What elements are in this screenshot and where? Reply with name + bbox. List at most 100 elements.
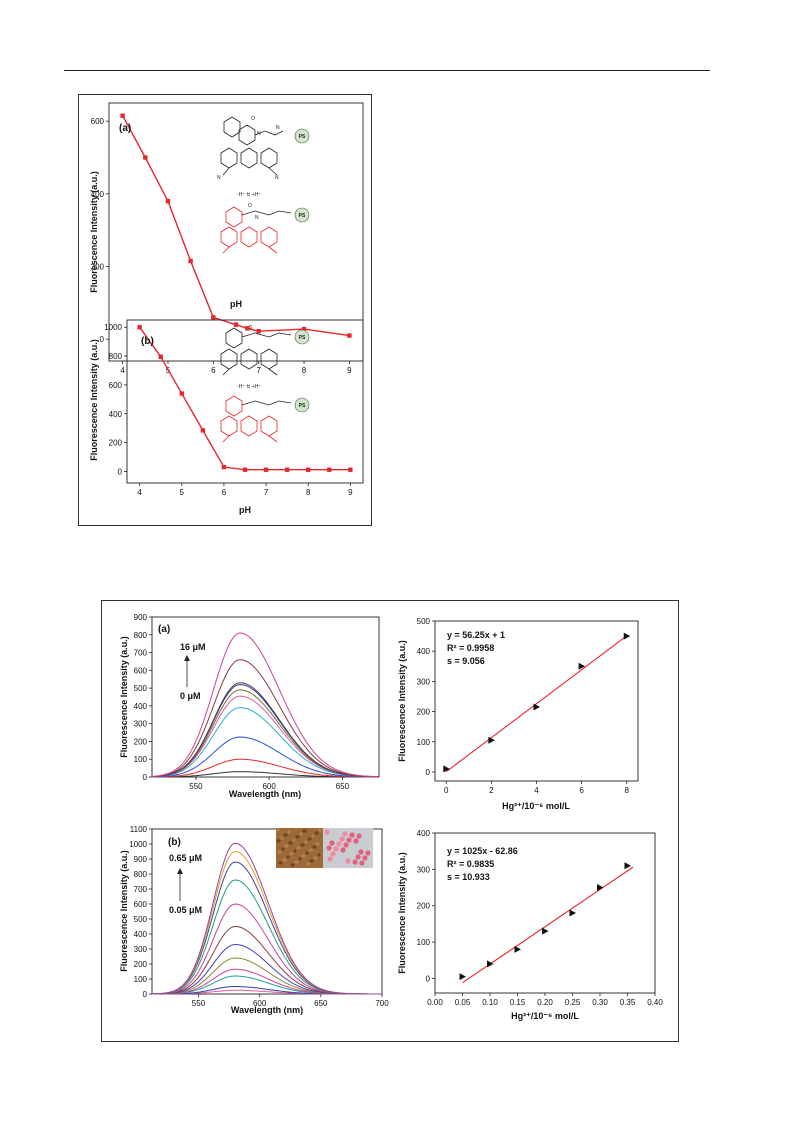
bead-dot (296, 846, 300, 850)
y-axis-title: Fluorescence Intensity (a.u.) (119, 636, 129, 758)
data-line (121, 115, 350, 337)
data-point (623, 632, 631, 640)
bead-dot (306, 862, 310, 866)
x-tick-label: 4 (137, 488, 142, 497)
y-tick-label: 100 (134, 975, 148, 984)
bead-dot (292, 838, 296, 842)
y-axis-title: Fluorescence Intensity (a.u.) (119, 850, 129, 972)
y-tick-label: 600 (134, 900, 148, 909)
svg-text:N: N (276, 125, 280, 131)
data-point (200, 428, 206, 433)
bead-dot (295, 835, 299, 839)
figure-ph-svg: 4 5 6 7 8 9 0 200 400 600 (a) pH Fluorescence Int… (89, 102, 364, 515)
y-tick-label: 200 (134, 737, 148, 746)
spectrum-line (151, 632, 379, 778)
data-point (327, 467, 332, 472)
panel-b: 4 5 6 7 8 9 0 200 400 600 800 1000 (b) pH Fluoresce… (89, 319, 364, 515)
data-point (542, 927, 549, 935)
plot-frame (126, 319, 364, 484)
fit-sd: s = 10.933 (447, 872, 490, 882)
x-tick-label: 0.15 (510, 998, 526, 1007)
y-tick-label: 400 (417, 829, 431, 838)
bead-dot (304, 840, 308, 844)
y-tick-label: 0 (100, 335, 105, 344)
y-tick-label: 1000 (129, 840, 147, 849)
y-axis-title: Fluorescence Intensity (a.u.) (89, 171, 99, 293)
bead-dot (283, 833, 287, 837)
x-axis-title: Wavelength (nm) (231, 1005, 303, 1015)
bead-dot (288, 841, 292, 845)
data-point (263, 467, 269, 472)
plot-frame (151, 828, 383, 995)
x-tick-label: 9 (347, 366, 352, 375)
fit-equation: y = 1025x - 62.86 (447, 846, 518, 856)
protonation-arrow: -H⁺ ⇅ +H⁺ (237, 192, 261, 198)
data-point (179, 391, 184, 396)
fit-r-squared: R² = 0.9835 (447, 859, 494, 869)
x-tick-label: 8 (306, 488, 311, 497)
svg-text:PS: PS (299, 335, 306, 341)
ring-opened-structure (220, 395, 278, 443)
polystyrene-bead-icon (294, 128, 310, 144)
bead-dot (349, 832, 355, 838)
data-point (578, 662, 586, 670)
polystyrene-bead-icon (294, 329, 310, 345)
y-tick-label: 900 (134, 613, 148, 622)
x-tick-label: 600 (253, 999, 267, 1008)
bead-dot (327, 856, 333, 862)
bead-dot (290, 863, 294, 867)
bead-dot (317, 853, 321, 857)
panel-label: (a) (119, 123, 131, 134)
fit-sd: s = 9.056 (447, 656, 485, 666)
bead-dot (342, 831, 348, 837)
svg-text:PS: PS (299, 134, 306, 140)
x-axis-title: Hg²⁺/10⁻⁶ mol/L (502, 801, 570, 811)
bead-dot (281, 847, 285, 851)
y-axis-title: Fluorescence Intensity (a.u.) (89, 339, 99, 461)
fit-r-squared: R² = 0.9958 (447, 643, 494, 653)
bead-dot (312, 845, 316, 849)
y-tick-label: 300 (417, 677, 431, 686)
data-point (443, 765, 450, 773)
bead-dot (277, 850, 281, 854)
x-tick-label: 6 (222, 488, 227, 497)
y-tick-label: 500 (417, 617, 431, 626)
y-tick-label: 400 (109, 410, 123, 419)
bead-dot (356, 833, 362, 839)
x-tick-label: 600 (262, 782, 276, 791)
bead-dot (353, 838, 359, 844)
data-point (158, 354, 163, 359)
spectrum-line (152, 736, 379, 778)
bead-dot (300, 843, 304, 847)
chart-spectra-b: 550 600 650 700 0 100 200 300 400 500 600 700 800 900… (129, 825, 389, 1008)
x-tick-label: 7 (264, 488, 269, 497)
bead-dot (313, 856, 317, 860)
y-tick-label: 0 (118, 467, 123, 476)
bead-dot (287, 830, 291, 834)
panel-label: (b) (141, 336, 154, 347)
svg-text:O: O (248, 203, 252, 209)
bead-dot (301, 854, 305, 858)
x-tick-label: 0.00 (427, 998, 443, 1007)
bead-dot (307, 837, 311, 841)
y-tick-label: 700 (134, 885, 148, 894)
x-axis-title: Wavelength (nm) (229, 789, 301, 799)
y-tick-label: 100 (417, 738, 431, 747)
y-tick-label: 200 (417, 708, 431, 717)
data-point (284, 467, 290, 472)
bead-dot (294, 860, 298, 864)
bead-dot (340, 847, 346, 853)
y-tick-label: 0 (143, 990, 148, 999)
bead-dot (355, 854, 361, 860)
bead-dot (326, 845, 332, 851)
y-tick-label: 400 (134, 930, 148, 939)
svg-text:PS: PS (299, 213, 306, 219)
bead-dot (311, 834, 315, 838)
data-point (347, 333, 352, 338)
y-tick-label: 100 (417, 938, 431, 947)
x-axis-title: pH (239, 505, 251, 515)
bead-dot (329, 840, 335, 846)
bead-dot (299, 832, 303, 836)
spectrum-line (152, 758, 379, 778)
